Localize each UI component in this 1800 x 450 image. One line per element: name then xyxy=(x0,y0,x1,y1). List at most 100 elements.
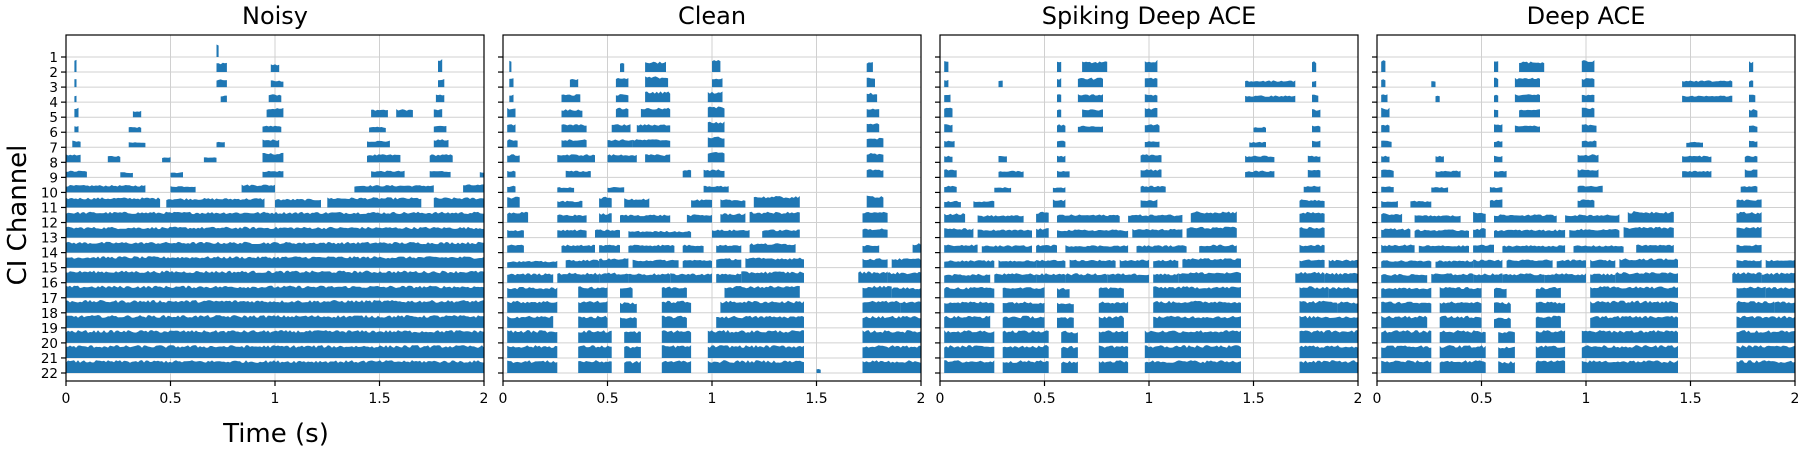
pulse-segment xyxy=(1489,199,1503,208)
pulse-segment xyxy=(691,199,712,208)
pulse-segment xyxy=(1381,79,1386,88)
pulse-segment xyxy=(749,243,796,253)
y-tick-label: 20 xyxy=(41,336,58,352)
panel-title: Noisy xyxy=(242,2,308,30)
pulse-segment xyxy=(509,94,514,103)
pulse-segment xyxy=(620,317,637,328)
pulse-segment xyxy=(1519,109,1540,118)
pulse-segment xyxy=(578,360,612,373)
pulse-segment xyxy=(507,260,558,268)
pulse-segment xyxy=(1107,273,1149,283)
pulse-segment xyxy=(132,110,142,118)
pulse-segment xyxy=(866,62,873,72)
pulse-segment xyxy=(599,213,612,223)
pulse-segment xyxy=(507,154,520,163)
pulse-segment xyxy=(640,107,671,118)
pulse-segment xyxy=(565,170,591,178)
pulse-segment xyxy=(628,230,692,238)
pulse-segment xyxy=(1736,300,1775,313)
panel-2: Clean 0 0.5 1 1.5 2 xyxy=(498,2,925,407)
pulse-segment xyxy=(1381,107,1390,118)
pulse-segment xyxy=(1098,330,1129,343)
pulse-segment xyxy=(998,260,1037,268)
pulse-segment xyxy=(1036,273,1066,283)
pulse-segment xyxy=(507,330,558,343)
pulse-segment xyxy=(107,155,121,163)
pulse-segment xyxy=(1199,244,1237,253)
pulse-segment xyxy=(1098,345,1129,358)
pulse-segment xyxy=(1473,244,1494,253)
pulse-segment xyxy=(977,215,1024,223)
pulse-segment xyxy=(707,360,804,373)
pulse-segment xyxy=(1002,345,1049,358)
pulse-segment xyxy=(615,78,629,88)
pulse-segment xyxy=(561,109,583,118)
pulse-segment xyxy=(463,184,484,193)
pulse-segment xyxy=(1381,360,1432,373)
pulse-segment xyxy=(369,126,386,133)
pulse-segment xyxy=(1245,95,1296,103)
pulse-segment xyxy=(120,172,133,178)
pulse-segment xyxy=(1153,315,1241,328)
pulse-segment xyxy=(887,271,921,283)
pulse-segment xyxy=(1590,286,1678,298)
pulse-segment xyxy=(862,345,921,358)
y-tick-label: 9 xyxy=(49,170,58,186)
pulse-segment xyxy=(1439,301,1482,313)
pulse-segment xyxy=(1307,155,1321,163)
pulse-segment xyxy=(507,287,558,298)
pulse-segment xyxy=(1502,273,1545,283)
pulse-segment xyxy=(1682,170,1712,178)
x-tick-label: 1 xyxy=(1582,391,1591,407)
pulse-segment xyxy=(1431,187,1449,193)
pulse-segment xyxy=(429,171,451,178)
pulse-segment xyxy=(607,187,625,193)
pulse-segment xyxy=(509,78,514,88)
pulse-segment xyxy=(1494,229,1566,238)
pulse-segment xyxy=(438,59,443,72)
x-tick-label: 0.5 xyxy=(1470,391,1492,407)
pulse-segment xyxy=(1435,170,1461,178)
pulse-segment xyxy=(1489,187,1503,193)
pulse-segment xyxy=(716,315,804,328)
pulse-segment xyxy=(624,331,641,343)
pulse-segment xyxy=(433,139,449,148)
pulse-segment xyxy=(716,244,742,253)
pulse-segment xyxy=(682,244,704,253)
pulse-segment xyxy=(1494,109,1499,118)
pulse-segment xyxy=(1473,211,1486,223)
pulse-segment xyxy=(1253,126,1266,133)
pulse-segment xyxy=(645,154,671,163)
pulse-segment xyxy=(944,287,995,298)
pulse-segment xyxy=(1299,244,1325,253)
pulse-segment xyxy=(66,185,146,193)
pulse-segment xyxy=(973,200,995,208)
x-tick-label: 0.5 xyxy=(1033,391,1055,407)
pulse-segment xyxy=(620,214,671,223)
pulse-segment xyxy=(1439,345,1486,358)
pulse-segment xyxy=(1077,125,1103,133)
pulse-segment xyxy=(1514,77,1540,88)
pulse-segment xyxy=(944,200,961,208)
pulse-segment xyxy=(944,301,995,313)
x-tick-label: 0.5 xyxy=(159,391,181,407)
pulse-segment xyxy=(1082,61,1108,72)
pulse-segment xyxy=(1312,61,1317,72)
pulse-segment xyxy=(74,126,79,133)
pulse-segment xyxy=(66,197,161,208)
pulse-segment xyxy=(72,140,81,148)
pulse-segment xyxy=(1431,81,1436,88)
panel-title: Spiking Deep ACE xyxy=(1042,2,1257,30)
pulse-segment xyxy=(1190,211,1237,223)
pulse-segment xyxy=(66,315,484,328)
x-tick-label: 0 xyxy=(499,391,508,407)
pulse-segment xyxy=(1312,94,1319,103)
pulse-segment xyxy=(1381,287,1432,298)
pulse-segment xyxy=(1498,361,1515,373)
pulse-segment xyxy=(1749,140,1758,148)
pulse-segment xyxy=(66,360,484,373)
pulse-segment xyxy=(1182,258,1241,268)
pulse-segment xyxy=(1627,211,1674,223)
pulse-segment xyxy=(170,172,183,178)
pulse-segment xyxy=(1514,94,1540,103)
